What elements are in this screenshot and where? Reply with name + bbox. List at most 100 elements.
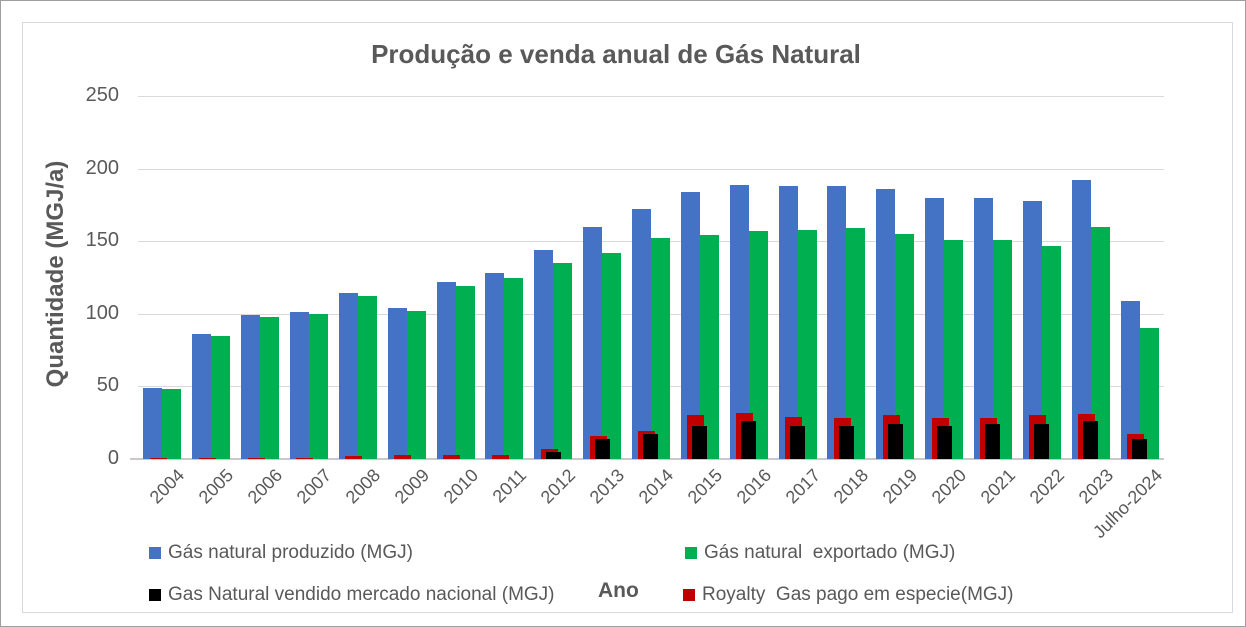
y-tick-label: 150: [85, 229, 119, 252]
bar-vendido_nacional: [936, 425, 952, 459]
bar-produzido: [973, 197, 993, 459]
bar-group: [236, 96, 285, 459]
bar-produzido: [143, 387, 163, 459]
bar-vendido_nacional: [1034, 424, 1050, 459]
bar-exportado: [602, 252, 622, 459]
bar-vendido_nacional: [1132, 438, 1148, 459]
bar-exportado: [944, 239, 964, 459]
bar-vendido_nacional: [985, 424, 1001, 459]
bar-group: [871, 96, 920, 459]
legend-label-produzido: Gás natural produzido (MGJ): [168, 542, 413, 563]
bar-vendido_nacional: [1083, 421, 1099, 459]
bar-produzido: [1071, 180, 1091, 459]
bar-exportado: [553, 262, 573, 459]
bar-royalty: [149, 457, 167, 459]
bar-group: [285, 96, 334, 459]
bar-produzido: [680, 191, 700, 459]
bar-vendido_nacional: [741, 421, 757, 459]
bar-produzido: [827, 186, 847, 459]
bar-vendido_nacional: [838, 425, 854, 459]
bar-royalty: [394, 454, 412, 459]
bar-produzido: [1022, 200, 1042, 459]
plot-area: [130, 96, 1164, 460]
bar-produzido: [631, 209, 651, 459]
bar-group: [138, 96, 187, 459]
bar-group: [1017, 96, 1066, 459]
bar-vendido_nacional: [643, 434, 659, 459]
bar-royalty: [247, 457, 265, 459]
bar-produzido: [192, 334, 212, 459]
x-axis-title: Ano: [598, 579, 639, 602]
bar-exportado: [162, 389, 182, 459]
legend-item-exportado: Gás natural exportado (MGJ): [685, 542, 955, 564]
bar-group: [431, 96, 480, 459]
bar-exportado: [1090, 226, 1110, 459]
bar-exportado: [846, 228, 866, 459]
bar-group: [529, 96, 578, 459]
bar-exportado: [211, 335, 231, 459]
bar-exportado: [699, 235, 719, 459]
bar-group: [773, 96, 822, 459]
bar-royalty: [198, 457, 216, 459]
bar-produzido: [289, 312, 309, 459]
bar-exportado: [992, 239, 1012, 459]
legend-item-royalty: Royalty Gas pago em especie(MGJ): [683, 584, 1014, 606]
bar-exportado: [895, 233, 915, 459]
legend-label-vendido-nacional: Gas Natural vendido mercado nacional (MG…: [168, 584, 555, 605]
bar-royalty: [491, 454, 509, 459]
bar-exportado: [455, 286, 475, 459]
bar-produzido: [338, 293, 358, 459]
bar-exportado: [1139, 328, 1159, 459]
bar-royalty: [345, 456, 363, 459]
bar-produzido: [241, 315, 261, 459]
bar-group: [822, 96, 871, 459]
bar-group: [382, 96, 431, 459]
bar-exportado: [748, 231, 768, 459]
bar-produzido: [583, 226, 603, 459]
bar-group: [187, 96, 236, 459]
legend-item-vendido-nacional: Gas Natural vendido mercado nacional (MG…: [149, 584, 555, 606]
legend-swatch-vendido-nacional: [149, 589, 161, 601]
y-tick-label: 250: [85, 84, 119, 106]
bar-vendido_nacional: [594, 438, 610, 459]
bar-vendido_nacional: [790, 425, 806, 459]
bar-produzido: [876, 188, 896, 459]
bar-vendido_nacional: [887, 424, 903, 459]
y-tick-label: 100: [85, 301, 119, 324]
bar-group: [969, 96, 1018, 459]
chart-title: Produção e venda anual de Gás Natural: [371, 39, 861, 69]
bar-exportado: [797, 229, 817, 459]
legend-label-royalty: Royalty Gas pago em especie(MGJ): [702, 584, 1014, 605]
legend-item-produzido: Gás natural produzido (MGJ): [149, 542, 413, 564]
bar-exportado: [260, 316, 280, 459]
y-tick-label: 0: [107, 447, 119, 469]
legend-swatch-royalty: [683, 589, 695, 601]
bar-exportado: [406, 310, 426, 459]
bar-group: [675, 96, 724, 459]
bar-exportado: [357, 296, 377, 459]
bar-exportado: [1041, 245, 1061, 459]
bar-produzido: [778, 186, 798, 459]
bar-group: [920, 96, 969, 459]
chart-frame: Produção e venda anual de Gás Natural Qu…: [22, 22, 1233, 613]
legend-swatch-exportado: [685, 547, 697, 559]
bar-group: [724, 96, 773, 459]
legend-swatch-produzido: [149, 547, 161, 559]
bar-royalty: [443, 454, 461, 459]
bar-exportado: [308, 313, 328, 459]
gridline: [138, 168, 1164, 170]
bar-produzido: [729, 184, 749, 459]
bar-produzido: [485, 273, 505, 459]
bar-exportado: [504, 277, 524, 459]
bar-royalty: [296, 457, 314, 459]
bar-group: [1115, 96, 1164, 459]
bar-group: [1066, 96, 1115, 459]
bar-exportado: [650, 238, 670, 459]
bar-group: [627, 96, 676, 459]
bar-produzido: [534, 249, 554, 459]
x-axis-line: [130, 458, 1164, 460]
bar-produzido: [1120, 300, 1140, 459]
legend-label-exportado: Gás natural exportado (MGJ): [704, 542, 956, 563]
bar-group: [333, 96, 382, 459]
